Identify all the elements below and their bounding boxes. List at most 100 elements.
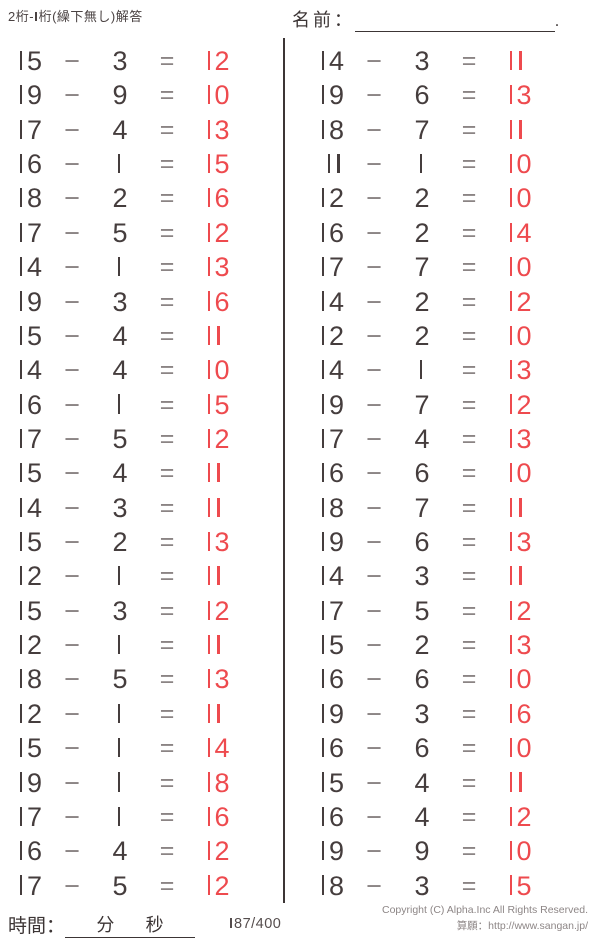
equation-row: 8− 7 = <box>310 113 558 147</box>
digit-one-bar <box>321 634 325 655</box>
digit-one-bar <box>207 738 210 758</box>
equation-row: 7− 5 = 2 <box>8 869 256 903</box>
minus-sign: − <box>366 767 382 798</box>
answer-value <box>196 456 256 490</box>
digit-one-bar <box>321 566 325 586</box>
minuend: 8 <box>8 662 42 696</box>
answer-value: 6 <box>196 181 256 215</box>
equals-sign: = <box>159 356 175 385</box>
answer-value <box>196 628 256 662</box>
digit-one-bar <box>509 85 512 105</box>
equation-row: 9− = 8 <box>8 766 256 800</box>
minuend: 7 <box>310 250 344 284</box>
minuend: 7 <box>310 422 344 456</box>
minus-sign: − <box>64 389 80 420</box>
minuend: 7 <box>8 216 42 250</box>
minus-sign: − <box>366 320 382 351</box>
equation-row: 8− 3 = 5 <box>310 869 558 903</box>
digit-one-bar <box>321 875 325 895</box>
minuend: 5 <box>310 628 344 662</box>
equals-sign: = <box>461 802 477 831</box>
subtrahend: 7 <box>414 252 430 283</box>
digit-one-bar <box>519 497 522 517</box>
digit-one-bar <box>217 497 220 517</box>
equation-row: 2−2 = 0 <box>310 181 558 215</box>
answer-value <box>196 559 256 593</box>
answer-value: 3 <box>196 250 256 284</box>
equation-row: 2− = <box>8 697 256 731</box>
equals-sign: = <box>461 81 477 110</box>
equals-sign: = <box>461 150 477 179</box>
digit-one-bar <box>217 325 220 345</box>
minuend: 4 <box>310 44 344 78</box>
digit-one-bar <box>509 669 512 689</box>
digit-one-bar <box>509 703 512 723</box>
digit-one-bar <box>207 360 210 380</box>
digit-one-bar <box>207 222 210 242</box>
equals-sign: = <box>461 184 477 213</box>
digit-one-bar <box>207 772 210 792</box>
answer-value: 6 <box>498 697 558 731</box>
answer-value: 0 <box>498 319 558 353</box>
equation-row: 8− 5 = 3 <box>8 662 256 696</box>
digit-one-bar <box>207 325 210 345</box>
equals-sign: = <box>159 459 175 488</box>
answer-value: 5 <box>196 147 256 181</box>
problems-area: 5−3 = 2 9−9 = 0 7−4 = 3 6− = 5 8−2 = 6 7−5 = 2 4− = 3 9−3 = 6 5−… <box>0 38 600 904</box>
equation-row: 7− 5 = 2 <box>8 422 256 456</box>
digit-one-bar <box>207 806 210 826</box>
digit-one-bar <box>321 85 325 105</box>
subtrahend: 5 <box>112 423 128 454</box>
minus-sign: − <box>366 355 382 386</box>
equation-row: 9−9 = 0 <box>310 834 558 868</box>
digit-one-bar <box>229 917 232 928</box>
minus-sign: − <box>64 114 80 145</box>
digit-one-bar <box>419 153 423 174</box>
equals-sign: = <box>159 390 175 419</box>
equals-sign: = <box>461 459 477 488</box>
subtrahend: 3 <box>112 492 128 523</box>
minuend: 8 <box>310 491 344 525</box>
digit-one-bar <box>321 257 325 277</box>
equation-row: 9−9 = 0 <box>8 78 256 112</box>
digit-one-bar <box>509 634 512 655</box>
equation-row: 5− 4 = <box>8 319 256 353</box>
equation-row: 9− 3 = 6 <box>8 285 256 319</box>
minus-sign: − <box>366 389 382 420</box>
equals-sign: = <box>461 699 477 728</box>
digit-one-bar <box>19 875 23 895</box>
answer-value: 2 <box>196 216 256 250</box>
digit-one-bar <box>117 738 121 758</box>
minuend: 6 <box>310 800 344 834</box>
subtrahend: 5 <box>112 870 128 901</box>
equation-row: 4− 3 = <box>310 559 558 593</box>
equals-sign: = <box>159 631 175 660</box>
answer-value: 3 <box>498 525 558 559</box>
digit-one-bar <box>321 50 325 70</box>
minuend: 6 <box>8 147 42 181</box>
minuend: 2 <box>8 697 42 731</box>
digit-one-bar <box>217 703 220 723</box>
digit-one-bar <box>509 257 512 277</box>
subtrahend <box>404 353 440 387</box>
subtrahend: 7 <box>414 389 430 420</box>
minus-sign: − <box>366 630 382 661</box>
digit-one-bar <box>207 291 210 311</box>
name-field: 名前：. <box>292 6 559 32</box>
equals-sign: = <box>159 562 175 591</box>
minuend: 4 <box>310 353 344 387</box>
digit-one-bar <box>519 566 522 586</box>
minuend: 9 <box>310 697 344 731</box>
answer-value: 5 <box>498 869 558 903</box>
equation-row: 6− 4 = 2 <box>310 800 558 834</box>
subtrahend <box>102 147 138 181</box>
answer-value: 3 <box>196 662 256 696</box>
answer-value: 0 <box>498 456 558 490</box>
equals-sign: = <box>461 115 477 144</box>
equation-row: 6− = 5 <box>8 388 256 422</box>
digit-one-bar <box>19 291 23 311</box>
minuend: 6 <box>8 388 42 422</box>
digit-one-bar <box>207 703 210 723</box>
digit-one-bar <box>519 119 522 139</box>
equation-row: 5− 2 = 3 <box>8 525 256 559</box>
